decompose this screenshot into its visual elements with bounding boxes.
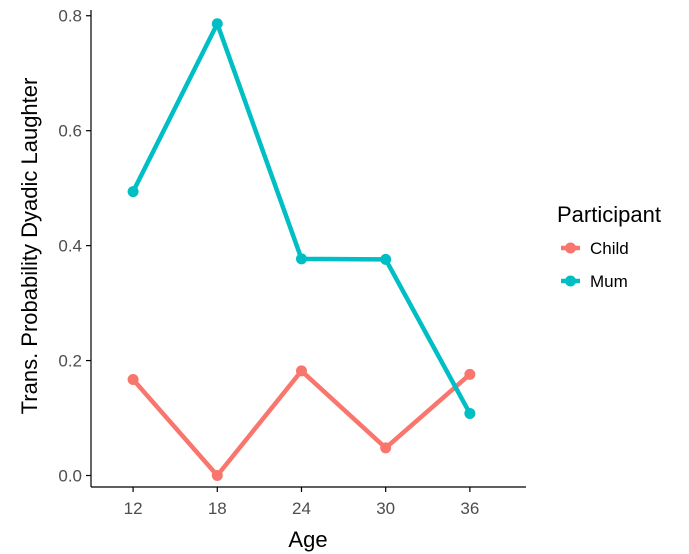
- legend-title: Participant: [557, 202, 661, 227]
- legend-key-point: [565, 242, 576, 254]
- y-tick-label: 0.0: [58, 467, 82, 486]
- data-point: [295, 365, 307, 377]
- y-tick-label: 0.6: [58, 122, 82, 141]
- data-point: [380, 253, 392, 265]
- x-tick-label: 12: [124, 499, 143, 518]
- data-point: [464, 407, 476, 419]
- data-point: [127, 374, 139, 386]
- data-point: [211, 18, 223, 30]
- series-line: [130, 21, 473, 416]
- x-axis-ticks: 12 18 24 30 36: [124, 487, 479, 518]
- series-mum: [127, 18, 476, 419]
- legend-key-point: [565, 275, 576, 287]
- y-tick-label: 0.4: [58, 237, 82, 256]
- legend-label: Mum: [590, 272, 628, 291]
- x-tick-label: 30: [376, 499, 395, 518]
- plot-area: [127, 18, 476, 482]
- y-tick-label: 0.2: [58, 352, 82, 371]
- data-point: [127, 186, 139, 198]
- legend-item-child: Child: [561, 239, 629, 258]
- legend-item-mum: Mum: [561, 272, 628, 291]
- y-axis-title: Trans. Probability Dyadic Laughter: [17, 78, 42, 415]
- x-tick-label: 36: [460, 499, 479, 518]
- y-tick-label: 0.8: [58, 7, 82, 26]
- data-point: [295, 253, 307, 265]
- series-child: [127, 365, 476, 482]
- data-point: [211, 470, 223, 482]
- legend-label: Child: [590, 239, 629, 258]
- x-tick-label: 18: [208, 499, 227, 518]
- legend: Participant Child Mum: [557, 202, 661, 291]
- data-point: [380, 442, 392, 454]
- y-axis-ticks: 0.0 0.2 0.4 0.6 0.8: [58, 7, 91, 486]
- x-axis-title: Age: [288, 527, 327, 552]
- data-point: [464, 368, 476, 380]
- x-tick-label: 24: [292, 499, 311, 518]
- series-line: [130, 368, 473, 478]
